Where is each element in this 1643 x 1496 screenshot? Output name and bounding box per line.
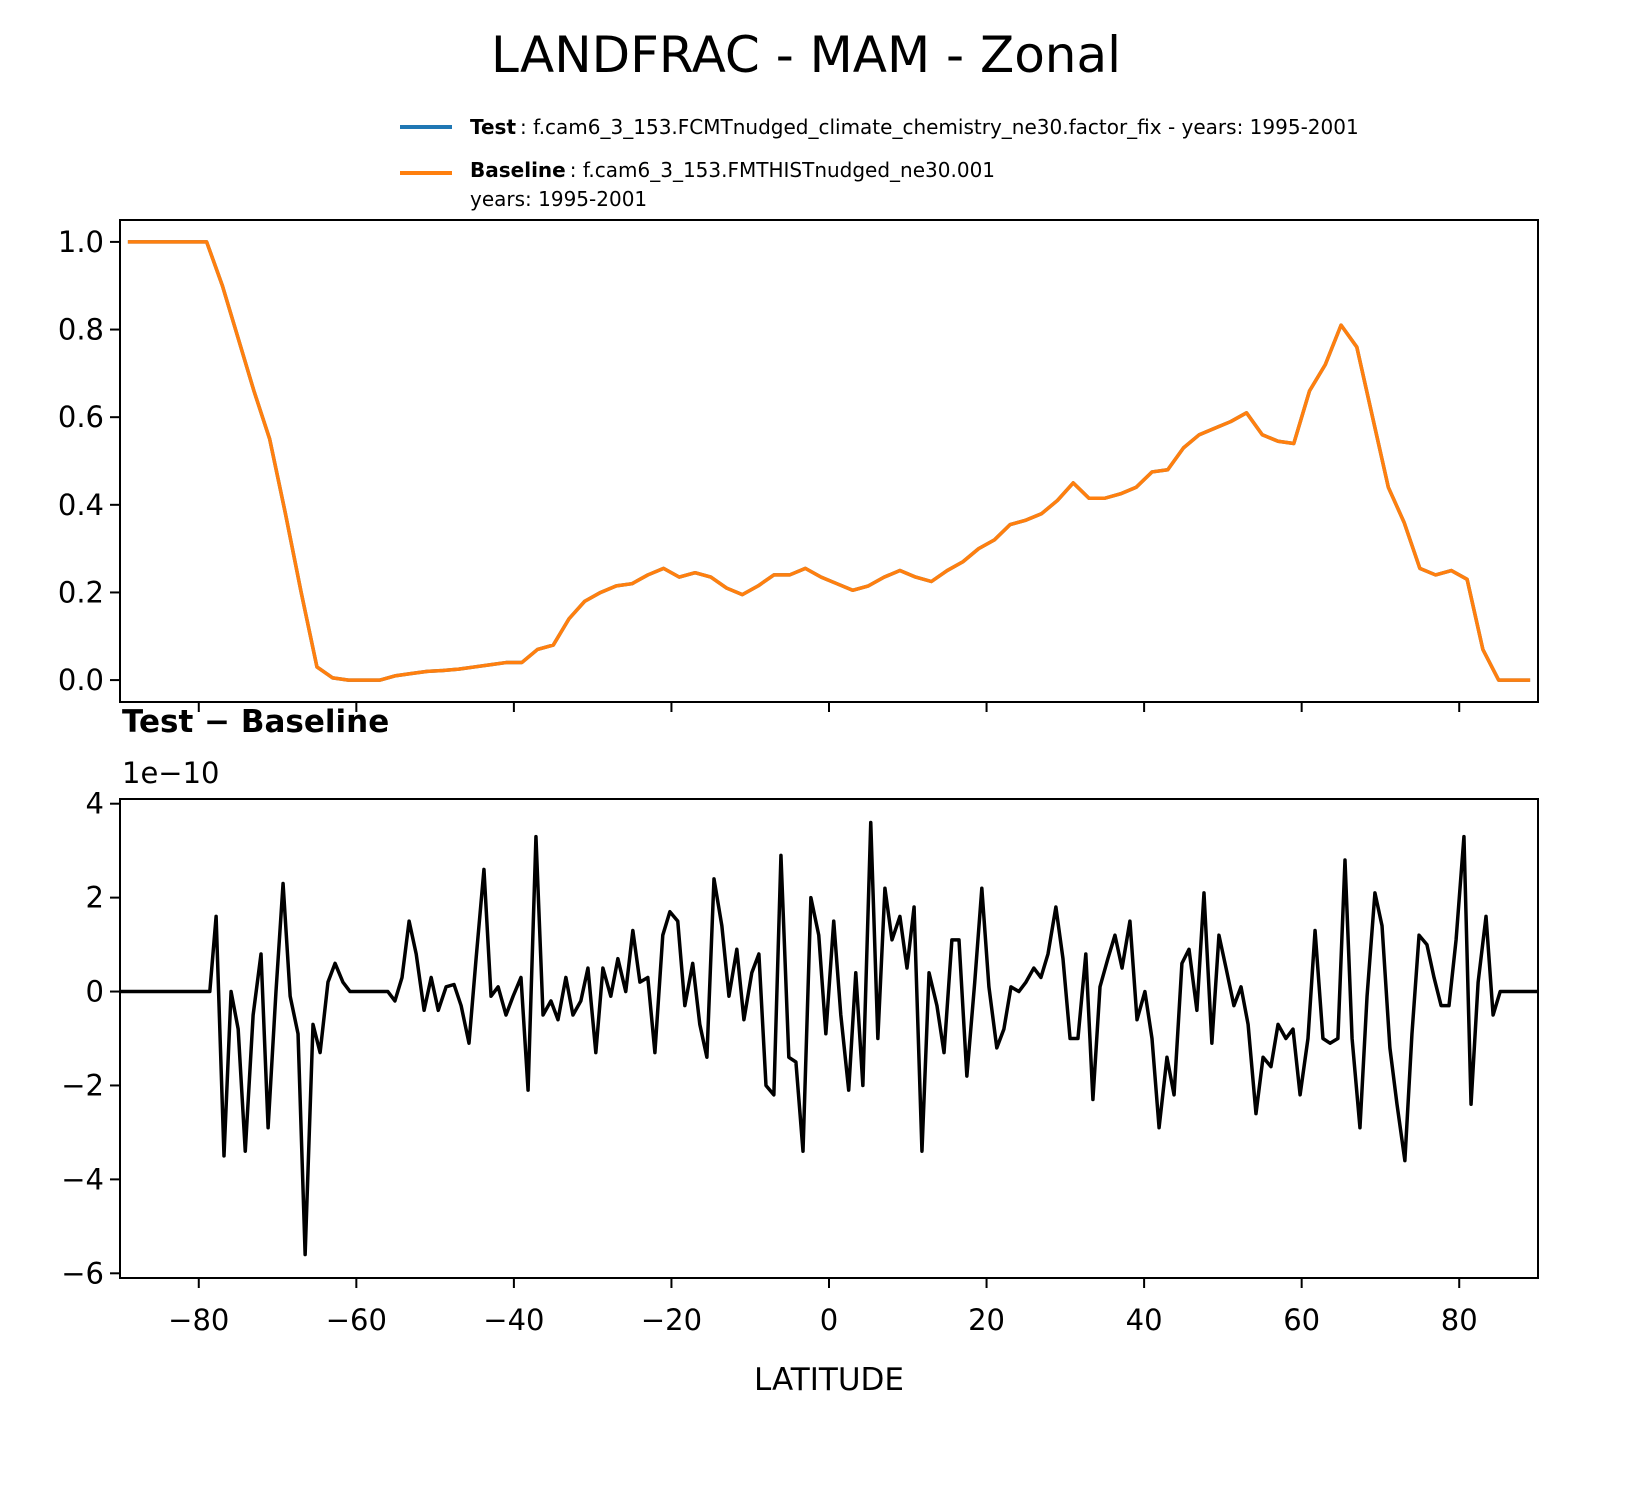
y-tick-label: 0.4	[58, 488, 104, 522]
subplot-title: Test − Baseline	[122, 704, 389, 740]
x-tick-label: 40	[1126, 1303, 1163, 1337]
y-tick-label: 2	[86, 881, 104, 915]
y-tick-label: 0.0	[58, 663, 104, 697]
figure-title: LANDFRAC - MAM - Zonal	[491, 26, 1121, 84]
legend-description: : f.cam6_3_153.FCMTnudged_climate_chemis…	[520, 115, 1359, 139]
y-tick-label: 4	[86, 787, 104, 821]
series-line	[120, 820, 1538, 1257]
x-tick-label: −60	[326, 1303, 387, 1337]
y-tick-label: 0.6	[58, 400, 104, 434]
series-line	[127, 240, 1531, 682]
x-axis-label: LATITUDE	[754, 1362, 904, 1398]
legend-description: years: 1995-2001	[470, 187, 647, 211]
y-tick-label: 0.2	[58, 575, 104, 609]
legend-name: Baseline	[470, 158, 566, 182]
y-tick-label: 0	[86, 975, 104, 1009]
y-tick-label: −4	[61, 1162, 104, 1196]
y-tick-label: −6	[61, 1256, 104, 1290]
x-tick-label: 80	[1441, 1303, 1478, 1337]
legend-name: Test	[470, 115, 516, 139]
x-tick-label: −40	[483, 1303, 544, 1337]
x-tick-label: 0	[820, 1303, 838, 1337]
legend-description: : f.cam6_3_153.FMTHISTnudged_ne30.001	[570, 158, 995, 182]
y-tick-label: −2	[61, 1068, 104, 1102]
x-tick-label: 20	[968, 1303, 1005, 1337]
offset-label: 1e−10	[122, 756, 220, 790]
series-line	[127, 240, 1531, 682]
y-tick-label: 1.0	[58, 225, 104, 259]
axes-frame	[119, 219, 1539, 703]
x-tick-label: −80	[168, 1303, 229, 1337]
y-tick-label: 0.8	[58, 313, 104, 347]
axes-frame	[119, 798, 1539, 1279]
x-tick-label: 60	[1283, 1303, 1320, 1337]
x-tick-label: −20	[641, 1303, 702, 1337]
